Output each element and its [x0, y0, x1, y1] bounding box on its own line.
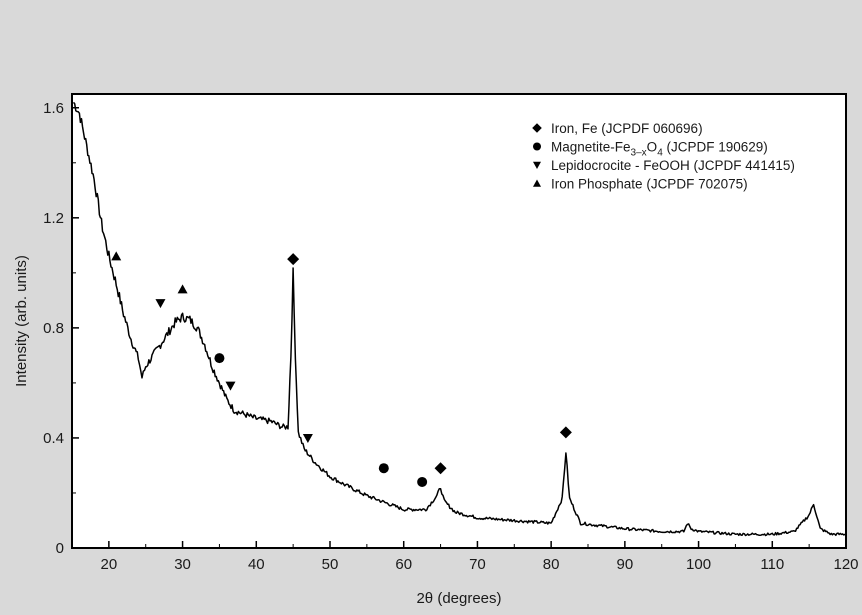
x-tick-label: 110 — [760, 556, 784, 573]
x-tick-label: 40 — [248, 556, 265, 573]
legend: Iron, Fe (JCPDF 060696) Magnetite-Fe3–xO4… — [532, 121, 795, 192]
legend-marker-triangle-down — [533, 161, 541, 169]
x-axis-label: 2θ (degrees) — [416, 590, 501, 607]
y-axis-ticks: 0 0.4 0.8 1.2 1.6 — [43, 100, 79, 557]
legend-label: Magnetite-Fe3–xO4 (JCPDF 190629) — [551, 140, 768, 159]
peak-marker-diamond-10 — [434, 462, 447, 475]
peak-marker-circle-4 — [214, 353, 225, 364]
peak-marker-triangle-up-1 — [111, 251, 122, 261]
peak-marker-triangle-up-3 — [177, 284, 188, 294]
x-tick-label: 60 — [395, 556, 412, 573]
y-tick-label: 0 — [56, 540, 64, 557]
peak-marker-diamond-11 — [559, 426, 572, 439]
legend-marker-triangle-up — [533, 179, 541, 187]
peak-marker-circle-8 — [378, 463, 389, 474]
x-tick-label: 20 — [101, 556, 118, 573]
plot-background — [72, 94, 846, 548]
legend-marker-circle — [533, 142, 541, 151]
y-axis-label: Intensity (arb. units) — [13, 255, 30, 387]
peak-markers — [111, 251, 572, 487]
x-tick-label: 100 — [686, 556, 711, 573]
x-axis-ticks: 20 30 40 50 60 70 80 90 100 110 120 — [71, 541, 859, 573]
peak-marker-triangle-down-2 — [155, 299, 166, 309]
y-tick-label: 0.8 — [43, 320, 64, 337]
x-tick-label: 90 — [617, 556, 634, 573]
y-tick-label: 1.6 — [43, 100, 64, 117]
x-tick-label: 70 — [469, 556, 486, 573]
legend-label: Lepidocrocite - FeOOH (JCPDF 441415) — [551, 158, 795, 173]
plot-frame — [71, 93, 847, 549]
x-tick-label: 120 — [833, 556, 858, 573]
peak-marker-circle-9 — [417, 476, 428, 487]
x-tick-label: 30 — [174, 556, 191, 573]
series-group — [72, 101, 847, 537]
x-tick-label: 50 — [322, 556, 339, 573]
y-tick-label: 1.2 — [43, 210, 64, 227]
y-tick-label: 0.4 — [43, 430, 64, 447]
legend-label: Iron, Fe (JCPDF 060696) — [551, 121, 703, 136]
x-tick-label: 80 — [543, 556, 560, 573]
series-line-1 — [72, 101, 847, 537]
peak-marker-diamond-6 — [287, 253, 300, 266]
legend-label: Iron Phosphate (JCPDF 702075) — [551, 177, 748, 192]
peak-marker-triangle-down-5 — [225, 381, 236, 391]
peak-marker-triangle-down-7 — [302, 433, 313, 443]
